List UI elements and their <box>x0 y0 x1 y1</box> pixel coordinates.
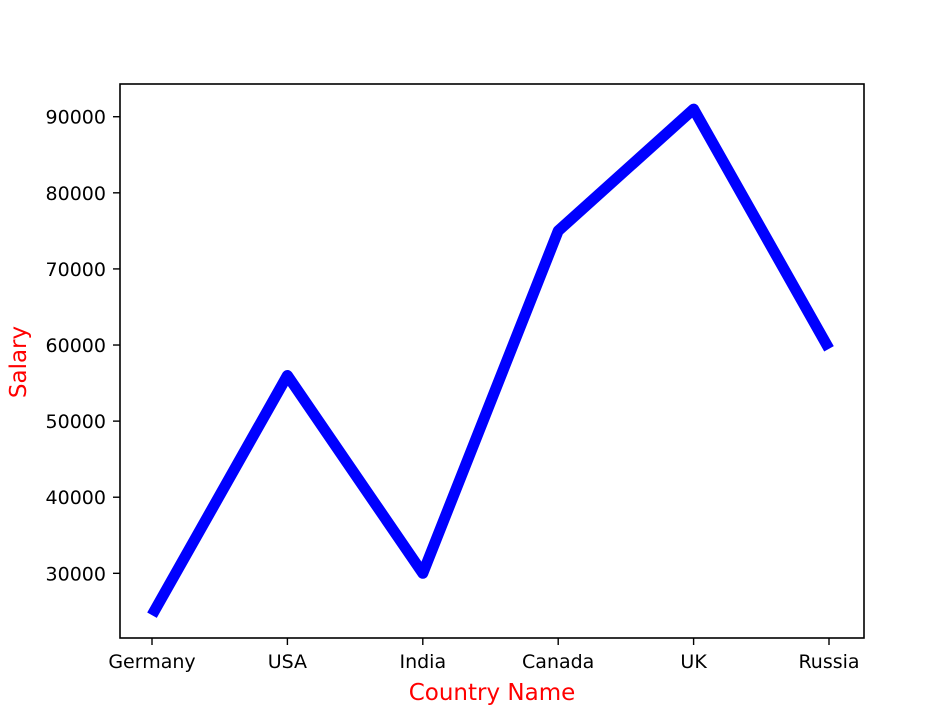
y-tick-label: 40000 <box>46 487 106 509</box>
plot-frame-layer <box>119 83 865 639</box>
x-tick-label: USA <box>268 651 307 673</box>
x-tick-label: Canada <box>522 651 594 673</box>
y-tick-label: 70000 <box>46 259 106 281</box>
series-line-0 <box>147 103 834 618</box>
x-tick-label: UK <box>680 651 707 673</box>
y-axis-ticks: 30000 40000 50000 60000 70000 80000 90000 <box>46 107 120 585</box>
series-layer <box>147 103 834 618</box>
x-axis-ticks: Germany USA India Canada UK Russia <box>108 638 860 673</box>
x-tick-label: India <box>399 651 446 673</box>
x-axis-label: Country Name <box>409 680 576 706</box>
y-axis-label: Salary <box>6 326 32 398</box>
y-tick-label: 30000 <box>46 563 106 585</box>
x-tick-label: Russia <box>798 651 859 673</box>
y-tick-label: 80000 <box>46 183 106 205</box>
y-tick-label: 50000 <box>46 411 106 433</box>
x-tick-label: Germany <box>108 651 195 673</box>
y-tick-label: 90000 <box>46 107 106 129</box>
plot-frame <box>119 83 865 639</box>
y-tick-label: 60000 <box>46 335 106 357</box>
